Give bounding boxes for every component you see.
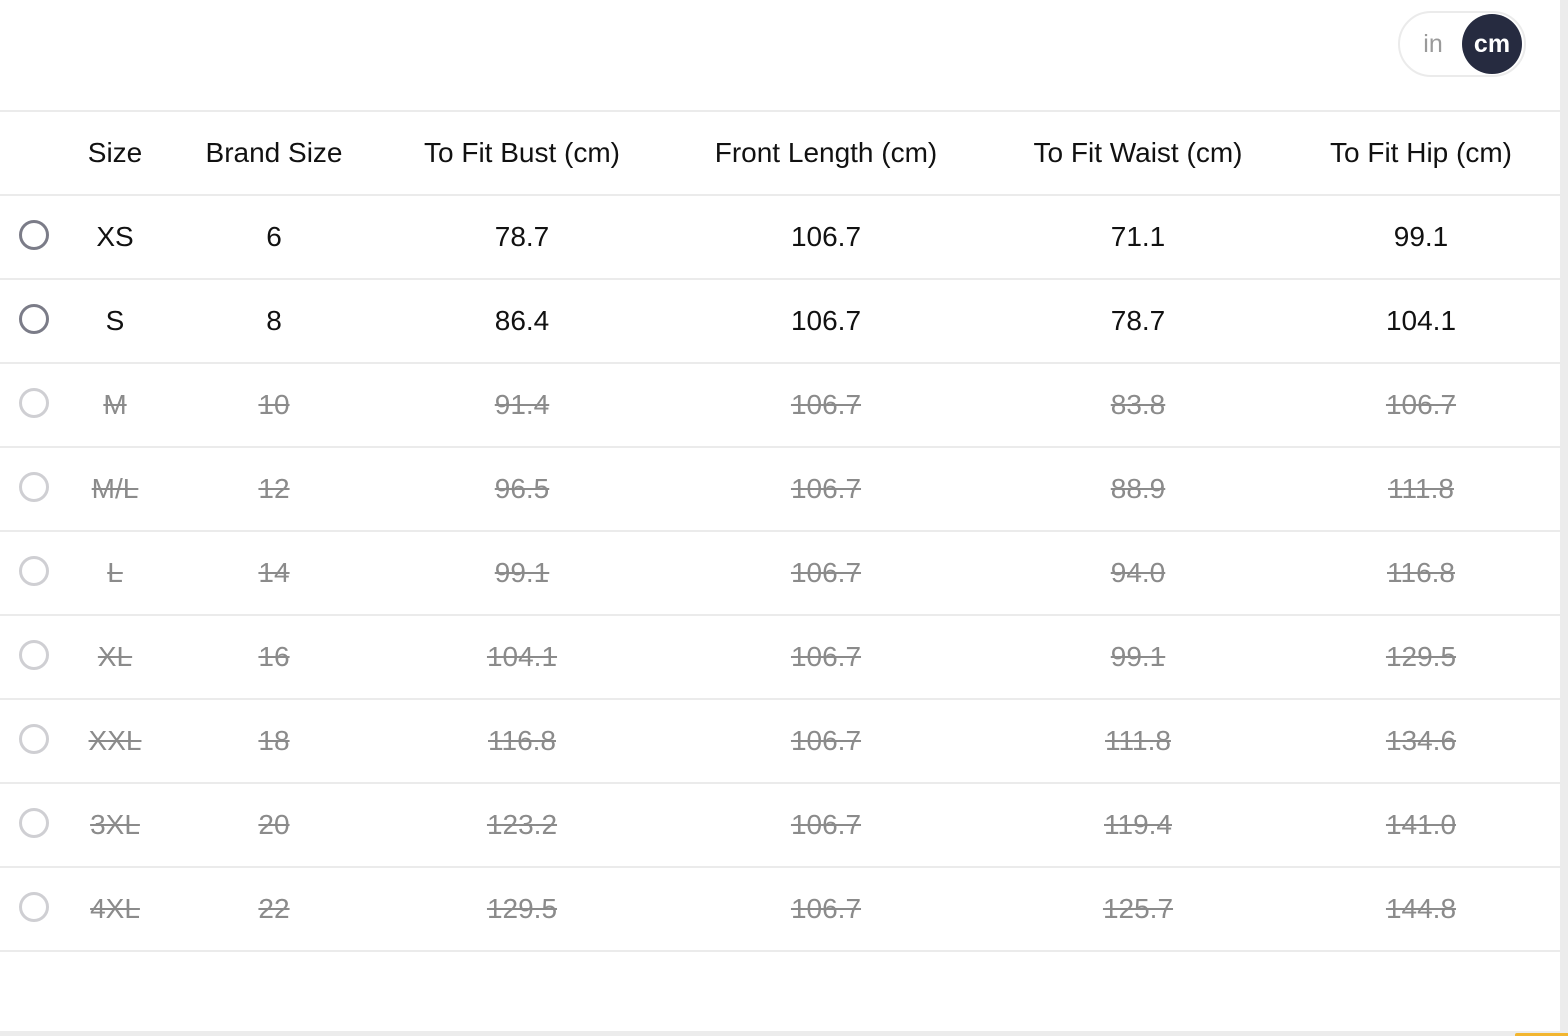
cell-size: XS [96, 221, 134, 252]
cell-front-length: 106.7 [790, 305, 862, 336]
cell-front-length: 106.7 [790, 473, 862, 504]
size-table: Size Brand Size To Fit Bust (cm) Front L… [0, 110, 1560, 952]
size-radio [19, 639, 49, 670]
header-hip: To Fit Hip (cm) [1330, 137, 1512, 168]
radio-cell [0, 195, 68, 279]
radio-cell [0, 447, 68, 531]
cell-size: S [105, 305, 125, 336]
cell-bust: 96.5 [494, 473, 550, 504]
cell-waist: 78.7 [1110, 305, 1166, 336]
cell-hip: 116.8 [1387, 557, 1455, 588]
cell-bust: 78.7 [494, 221, 550, 252]
table-row: 3XL 20 123.2 106.7 119.4 141.0 [0, 783, 1560, 867]
cell-brand-size: 22 [258, 893, 290, 924]
radio-cell [0, 867, 68, 951]
size-radio [19, 471, 49, 502]
cell-size: 3XL [90, 809, 140, 840]
table-row: M 10 91.4 106.7 83.8 106.7 [0, 363, 1560, 447]
cell-front-length: 106.7 [790, 725, 862, 756]
cell-hip: 104.1 [1385, 305, 1457, 336]
size-radio [19, 387, 49, 418]
cell-front-length: 106.7 [790, 557, 862, 588]
cell-waist: 71.1 [1110, 221, 1166, 252]
bottom-action-edge[interactable] [1515, 1033, 1568, 1036]
table-row[interactable]: S 8 86.4 106.7 78.7 104.1 [0, 279, 1560, 363]
table-row: XL 16 104.1 106.7 99.1 129.5 [0, 615, 1560, 699]
cell-brand-size: 20 [258, 809, 290, 840]
size-radio[interactable] [19, 219, 49, 250]
cell-brand-size: 14 [258, 557, 290, 588]
cell-brand-size: 16 [258, 641, 290, 672]
radio-cell [0, 279, 68, 363]
cell-hip: 129.5 [1385, 641, 1457, 672]
radio-cell [0, 363, 68, 447]
cell-size: XL [97, 641, 133, 672]
table-row: L 14 99.1 106.7 94.0 116.8 [0, 531, 1560, 615]
table-header-row: Size Brand Size To Fit Bust (cm) Front L… [0, 111, 1560, 195]
cell-size: M [103, 389, 127, 420]
cell-waist: 119.4 [1104, 809, 1172, 840]
cell-front-length: 106.7 [790, 389, 862, 420]
header-size: Size [87, 137, 143, 168]
cell-bust: 91.4 [494, 389, 550, 420]
size-radio [19, 891, 49, 922]
cell-hip: 141.0 [1385, 809, 1457, 840]
unit-option-cm[interactable]: cm [1462, 14, 1522, 74]
cell-bust: 99.1 [494, 557, 550, 588]
cell-size: XXL [88, 725, 142, 756]
cell-waist: 125.7 [1102, 893, 1174, 924]
bottom-divider [0, 1031, 1560, 1036]
header-waist: To Fit Waist (cm) [1033, 137, 1243, 168]
radio-cell [0, 699, 68, 783]
cell-front-length: 106.7 [790, 641, 862, 672]
table-row: M/L 12 96.5 106.7 88.9 111.8 [0, 447, 1560, 531]
cell-brand-size: 12 [258, 473, 290, 504]
header-bust: To Fit Bust (cm) [423, 137, 620, 168]
cell-bust: 129.5 [486, 893, 558, 924]
cell-hip: 99.1 [1393, 221, 1449, 252]
cell-bust: 104.1 [486, 641, 558, 672]
cell-waist: 99.1 [1110, 641, 1166, 672]
size-radio[interactable] [19, 303, 49, 334]
size-radio [19, 807, 49, 838]
header-brand-size: Brand Size [205, 137, 343, 168]
table-row: 4XL 22 129.5 106.7 125.7 144.8 [0, 867, 1560, 951]
cell-waist: 88.9 [1110, 473, 1166, 504]
table-row[interactable]: XS 6 78.7 106.7 71.1 99.1 [0, 195, 1560, 279]
cell-waist: 94.0 [1110, 557, 1166, 588]
cell-bust: 123.2 [486, 809, 558, 840]
cell-brand-size: 18 [258, 725, 290, 756]
cell-brand-size: 10 [258, 389, 290, 420]
header-front-length: Front Length (cm) [714, 137, 938, 168]
cell-hip: 134.6 [1385, 725, 1457, 756]
radio-cell [0, 531, 68, 615]
size-radio [19, 555, 49, 586]
unit-option-in[interactable]: in [1423, 29, 1443, 58]
cell-brand-size: 8 [266, 305, 282, 336]
radio-cell [0, 615, 68, 699]
cell-waist: 83.8 [1110, 389, 1166, 420]
cell-size: L [107, 557, 123, 588]
radio-cell [0, 783, 68, 867]
header-select [0, 111, 68, 195]
cell-size: 4XL [90, 893, 140, 924]
cell-front-length: 106.7 [790, 893, 862, 924]
cell-hip: 144.8 [1385, 893, 1457, 924]
cell-brand-size: 6 [266, 221, 282, 252]
cell-front-length: 106.7 [790, 221, 862, 252]
scrollbar[interactable] [1560, 0, 1568, 1036]
cell-bust: 116.8 [488, 725, 556, 756]
unit-toggle[interactable]: in cm [1398, 11, 1526, 77]
cell-waist: 111.8 [1105, 725, 1171, 756]
cell-bust: 86.4 [494, 305, 550, 336]
cell-hip: 111.8 [1388, 473, 1454, 504]
size-radio [19, 723, 49, 754]
cell-hip: 106.7 [1385, 389, 1457, 420]
cell-front-length: 106.7 [790, 809, 862, 840]
cell-size: M/L [91, 473, 139, 504]
table-row: XXL 18 116.8 106.7 111.8 134.6 [0, 699, 1560, 783]
